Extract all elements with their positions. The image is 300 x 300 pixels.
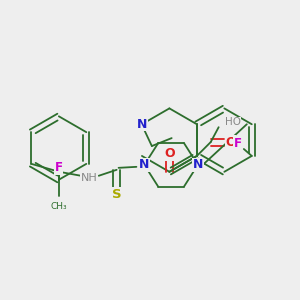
Text: F: F: [234, 136, 242, 150]
Text: O: O: [164, 148, 175, 160]
Text: N: N: [139, 158, 149, 171]
Text: N: N: [193, 158, 203, 171]
Text: F: F: [55, 161, 63, 174]
Text: NH: NH: [80, 173, 97, 183]
Text: O: O: [225, 136, 236, 148]
Text: CH₃: CH₃: [51, 202, 68, 211]
Text: S: S: [112, 188, 122, 201]
Text: HO: HO: [225, 117, 241, 127]
Text: N: N: [137, 118, 147, 131]
Text: N: N: [139, 158, 149, 171]
